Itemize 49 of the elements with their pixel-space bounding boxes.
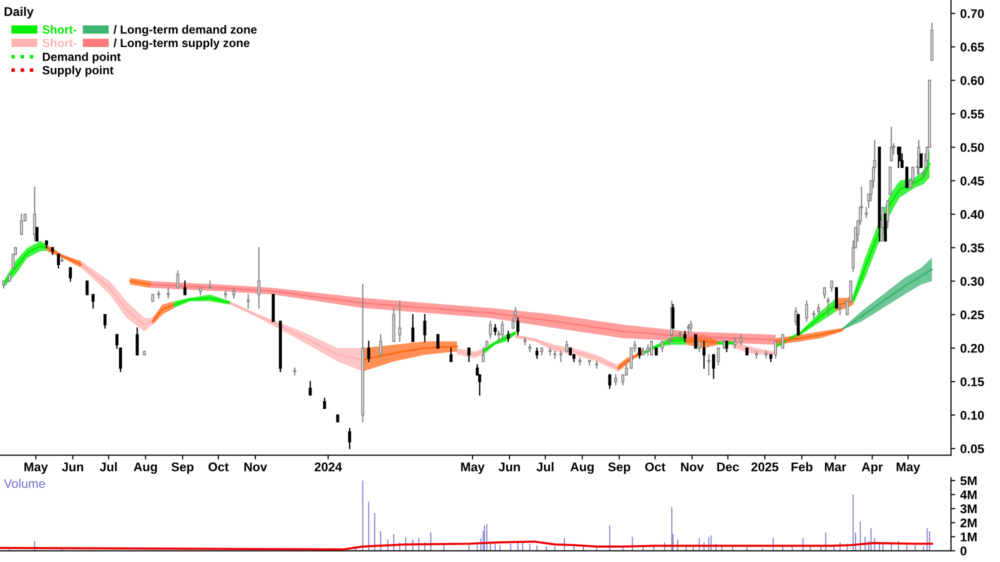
x-tick-label: Jun	[498, 462, 520, 472]
y-tick-label: 3M	[960, 504, 977, 514]
y-tick-label: 4M	[960, 490, 977, 500]
x-tick-label: Sep	[608, 462, 630, 474]
y-tick-label: 0.60	[960, 76, 984, 85]
x-tick-label: Sep	[171, 462, 194, 474]
x-tick-label: Dec	[717, 462, 739, 472]
x-tick-label: 2025	[751, 462, 778, 472]
y-tick-label: 0.55	[960, 110, 984, 118]
y-tick-label: 0.50	[960, 143, 984, 152]
x-tick-label: Jul	[536, 462, 554, 472]
legend-label: Demand point	[42, 52, 121, 64]
y-tick-label: 1M	[960, 532, 977, 542]
x-tick-label: May	[896, 462, 920, 474]
x-tick-label: Oct	[645, 462, 666, 472]
x-tick-label: Jul	[100, 462, 117, 472]
text: Daily	[4, 6, 34, 18]
x-tick-label: Jun	[62, 462, 84, 472]
legend-label: / Long-term demand zone	[114, 25, 257, 36]
y-tick-label: 0.40	[960, 210, 984, 219]
y-tick-label: 0.10	[960, 410, 984, 420]
x-tick-label: Apr	[862, 462, 883, 474]
x-tick-label: Feb	[792, 462, 812, 472]
y-tick-label: 0	[960, 546, 966, 556]
y-tick-label: 0.30	[960, 276, 984, 286]
x-tick-label: Aug	[134, 462, 157, 474]
y-tick-label: 0.35	[960, 243, 984, 252]
x-tick-label: May	[461, 462, 485, 474]
x-tick-label: Aug	[570, 462, 594, 474]
y-tick-label: 2M	[960, 518, 977, 528]
legend-label: Short-	[42, 38, 76, 48]
y-tick-label: 0.70	[960, 9, 984, 18]
x-tick-label: Oct	[208, 462, 229, 472]
x-tick-label: Nov	[681, 462, 704, 472]
x-tick-label: Mar	[824, 462, 846, 472]
legend-label: Short-	[42, 25, 76, 34]
y-tick-label: 0.65	[960, 42, 984, 52]
legend-label: Supply point	[42, 66, 114, 77]
y-tick-label: 0.20	[960, 344, 984, 353]
x-tick-label: 2024	[314, 462, 342, 472]
y-tick-label: 5M	[960, 476, 977, 486]
y-tick-label: 0.45	[960, 176, 984, 186]
x-tick-label: Nov	[244, 462, 268, 472]
y-tick-label: 0.25	[960, 310, 984, 320]
y-tick-label: 0.05	[960, 444, 984, 454]
chart-title: Volume	[4, 478, 45, 488]
legend-label: / Long-term supply zone	[114, 38, 250, 50]
x-tick-label: May	[24, 462, 48, 474]
y-tick-label: 0.15	[960, 377, 984, 386]
